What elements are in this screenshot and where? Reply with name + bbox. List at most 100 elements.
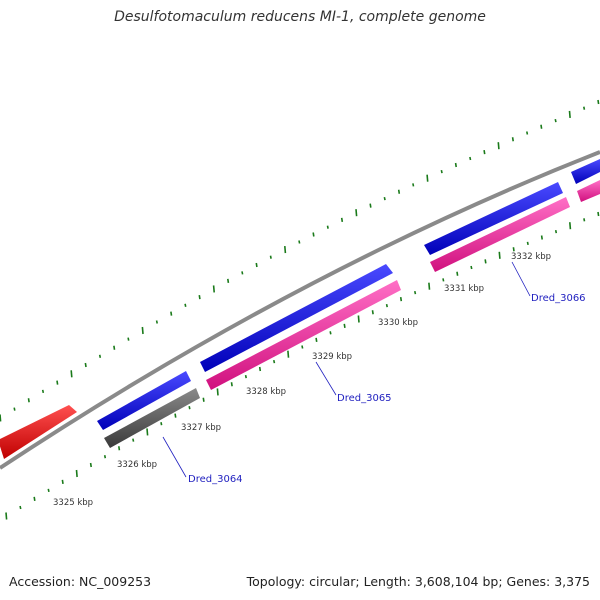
gc-skew-tick xyxy=(258,366,262,372)
gc-skew-tick xyxy=(33,496,36,502)
gc-skew-tick xyxy=(583,106,586,110)
gc-skew-tick xyxy=(287,350,290,358)
kbp-label: 3329 kbp xyxy=(312,352,352,362)
gc-skew-tick xyxy=(118,446,121,451)
gc-skew-tick xyxy=(597,211,600,217)
gene-label-dred-3064[interactable]: Dred_3064 xyxy=(188,474,243,485)
gc-skew-tick xyxy=(301,345,304,349)
gc-skew-tick xyxy=(583,218,586,222)
gc-skew-tick xyxy=(483,149,486,155)
gc-skew-tick xyxy=(27,398,30,403)
gc-skew-tick xyxy=(512,247,515,252)
gc-skew-tick xyxy=(170,311,173,316)
gc-skew-tick xyxy=(355,209,358,217)
gc-skew-tick xyxy=(41,389,45,394)
gene-label-dred-3065[interactable]: Dred_3065 xyxy=(337,393,392,404)
gc-skew-tick xyxy=(241,271,244,275)
gc-skew-tick xyxy=(383,196,386,201)
gc-skew-tick xyxy=(329,331,332,335)
gene-forward-3 xyxy=(424,182,563,255)
kbp-label: 3331 kbp xyxy=(444,284,484,294)
gene-forward-1 xyxy=(97,371,191,430)
map-title: Desulfotomaculum reducens MI-1, complete… xyxy=(114,9,486,25)
gene-forward-4 xyxy=(571,159,600,184)
gc-skew-tick xyxy=(568,110,571,118)
genome-backbone xyxy=(0,150,600,470)
gc-skew-tick xyxy=(540,235,543,240)
gc-skew-tick xyxy=(470,265,473,270)
gc-skew-track-inner xyxy=(5,211,600,520)
gc-skew-tick xyxy=(146,428,149,436)
gc-skew-tick xyxy=(343,323,346,329)
gc-skew-tick xyxy=(569,222,572,230)
gc-skew-tick xyxy=(160,422,163,426)
kbp-label: 3330 kbp xyxy=(378,318,418,328)
gc-skew-tick xyxy=(155,320,158,324)
gc-skew-tick xyxy=(497,142,500,150)
gc-skew-tick xyxy=(298,240,301,244)
gc-skew-tick xyxy=(212,285,215,293)
gene-reverse-magenta-2 xyxy=(430,197,570,272)
gc-skew-tick xyxy=(526,241,529,246)
gc-skew-tick xyxy=(498,251,501,259)
gc-skew-tick xyxy=(47,488,50,493)
gc-skew-tick xyxy=(426,174,429,182)
gc-skew-tick xyxy=(75,469,78,478)
gc-skew-tick xyxy=(141,326,144,335)
kbp-label: 3327 kbp xyxy=(181,423,221,433)
gc-skew-tick xyxy=(312,232,315,237)
gc-skew-tick xyxy=(469,156,472,161)
gc-skew-tick xyxy=(273,359,276,364)
gc-skew-tick xyxy=(255,262,258,268)
kbp-label: 3325 kbp xyxy=(53,498,93,508)
kbp-label: 3328 kbp xyxy=(246,387,286,397)
gc-skew-tick xyxy=(597,99,600,105)
gc-skew-tick xyxy=(216,388,219,396)
gc-skew-tick xyxy=(397,189,401,194)
gc-skew-tick xyxy=(554,118,557,123)
gene-label-dred-3066[interactable]: Dred_3066 xyxy=(531,293,586,304)
gc-skew-tick xyxy=(554,229,558,234)
label-leader-line xyxy=(162,436,187,478)
gc-skew-tick xyxy=(127,337,130,341)
gc-skew-tick xyxy=(369,203,372,208)
gc-skew-tick xyxy=(19,505,22,510)
gc-skew-tick xyxy=(484,259,487,264)
gc-skew-tick xyxy=(244,374,247,379)
gc-skew-tick xyxy=(269,255,272,259)
gc-skew-tick xyxy=(0,414,2,422)
gc-skew-tick xyxy=(103,455,107,459)
gc-skew-tick xyxy=(70,370,73,378)
gc-skew-track-outer xyxy=(0,99,600,422)
gc-skew-tick xyxy=(61,479,64,485)
gene-reverse-magenta-1 xyxy=(206,280,401,390)
gc-skew-tick xyxy=(412,183,415,187)
gc-skew-tick xyxy=(456,271,459,276)
gc-skew-tick xyxy=(13,407,16,411)
gc-skew-tick xyxy=(98,354,102,358)
label-leader-line xyxy=(315,361,337,396)
gc-skew-tick xyxy=(442,278,445,282)
label-leader-line xyxy=(511,261,531,297)
gc-skew-tick xyxy=(174,413,177,418)
gc-skew-tick xyxy=(230,382,233,387)
gc-skew-tick xyxy=(440,169,443,174)
gc-skew-tick xyxy=(113,345,116,350)
gc-skew-tick xyxy=(184,303,187,307)
genome-summary-text: Topology: circular; Length: 3,608,104 bp… xyxy=(246,574,590,589)
gene-reverse-gray xyxy=(104,388,200,448)
gc-skew-tick xyxy=(399,296,403,302)
gc-skew-tick xyxy=(202,397,205,402)
gc-skew-tick xyxy=(227,278,230,284)
gc-skew-tick xyxy=(284,246,287,254)
gc-skew-tick xyxy=(198,294,201,300)
gc-skew-tick xyxy=(315,337,318,343)
kbp-label: 3326 kbp xyxy=(117,460,157,470)
gc-skew-tick xyxy=(511,137,514,142)
gc-skew-tick xyxy=(526,131,529,135)
accession-text: Accession: NC_009253 xyxy=(9,574,152,589)
gc-skew-tick xyxy=(84,362,87,368)
gc-skew-tick xyxy=(371,310,374,315)
gc-skew-tick xyxy=(326,225,329,229)
gc-skew-tick xyxy=(89,462,92,468)
